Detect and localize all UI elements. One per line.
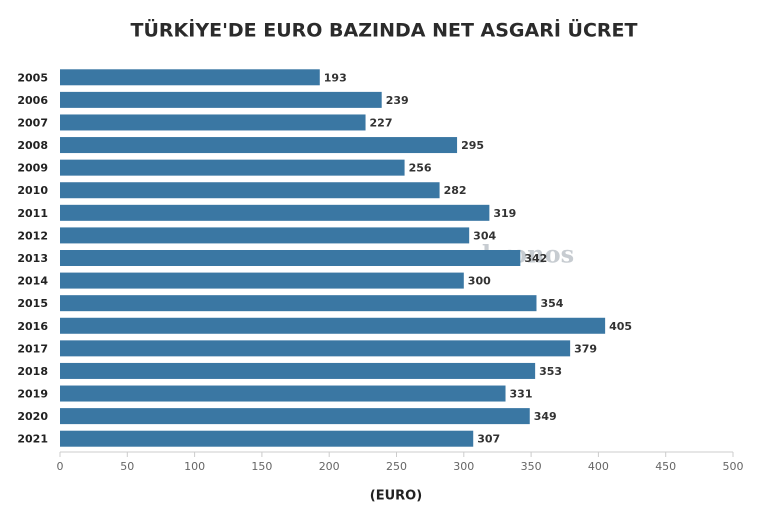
value-label: 239 xyxy=(386,94,409,107)
x-tick-label: 350 xyxy=(521,460,542,473)
value-label: 405 xyxy=(609,320,632,333)
bar xyxy=(60,430,474,447)
bar xyxy=(60,182,440,199)
value-label: 342 xyxy=(524,252,547,265)
y-tick-label: 2014 xyxy=(17,275,48,288)
bar xyxy=(60,295,537,312)
bar xyxy=(60,340,571,357)
y-tick-label: 2016 xyxy=(17,320,48,333)
y-tick-label: 2021 xyxy=(17,433,48,446)
value-label: 227 xyxy=(370,116,393,129)
y-tick-label: 2013 xyxy=(17,252,48,265)
value-label: 307 xyxy=(477,433,500,446)
bar xyxy=(60,137,458,154)
y-tick-label: 2015 xyxy=(17,297,48,310)
y-tick-label: 2005 xyxy=(17,71,48,84)
bar xyxy=(60,204,490,221)
value-label: 331 xyxy=(510,388,533,401)
value-label: 300 xyxy=(468,275,491,288)
bar xyxy=(60,385,506,402)
bar xyxy=(60,250,521,266)
y-tick-label: 2006 xyxy=(17,94,48,107)
x-tick-label: 200 xyxy=(319,460,340,473)
y-tick-label: 2010 xyxy=(17,184,48,197)
value-label: 193 xyxy=(324,71,347,84)
y-tick-label: 2008 xyxy=(17,139,48,152)
bar xyxy=(60,408,530,425)
x-tick-label: 250 xyxy=(386,460,407,473)
y-tick-label: 2019 xyxy=(17,388,48,401)
y-tick-label: 2009 xyxy=(17,162,48,175)
x-tick-label: 150 xyxy=(251,460,272,473)
y-tick-label: 2011 xyxy=(17,207,48,220)
bar xyxy=(60,272,464,289)
value-label: 282 xyxy=(444,184,467,197)
y-tick-label: 2012 xyxy=(17,229,48,242)
value-label: 354 xyxy=(540,297,563,310)
y-tick-label: 2020 xyxy=(17,410,48,423)
x-tick-label: 100 xyxy=(184,460,205,473)
x-tick-label: 400 xyxy=(588,460,609,473)
bar xyxy=(60,91,382,108)
bar xyxy=(60,159,405,176)
value-label: 304 xyxy=(473,229,496,242)
x-axis-title: (EURO) xyxy=(370,489,422,504)
value-label: 295 xyxy=(461,139,484,152)
bar xyxy=(60,317,606,334)
x-tick-label: 500 xyxy=(723,460,744,473)
bar xyxy=(60,69,320,86)
chart-title: TÜRKİYE'DE EURO BAZINDA NET ASGARİ ÜCRET xyxy=(131,18,638,42)
value-label: 379 xyxy=(574,342,597,355)
y-tick-label: 2017 xyxy=(17,342,48,355)
x-tick-label: 300 xyxy=(453,460,474,473)
bar xyxy=(60,227,470,244)
x-tick-label: 450 xyxy=(655,460,676,473)
value-label: 353 xyxy=(539,365,562,378)
value-label: 256 xyxy=(409,162,432,175)
value-label: 349 xyxy=(534,410,557,423)
x-tick-label: 50 xyxy=(120,460,134,473)
bar xyxy=(60,362,536,379)
y-tick-label: 2018 xyxy=(17,365,48,378)
bar xyxy=(60,114,366,131)
y-tick-label: 2007 xyxy=(17,116,48,129)
value-label: 319 xyxy=(493,207,516,220)
x-tick-label: 0 xyxy=(57,460,64,473)
